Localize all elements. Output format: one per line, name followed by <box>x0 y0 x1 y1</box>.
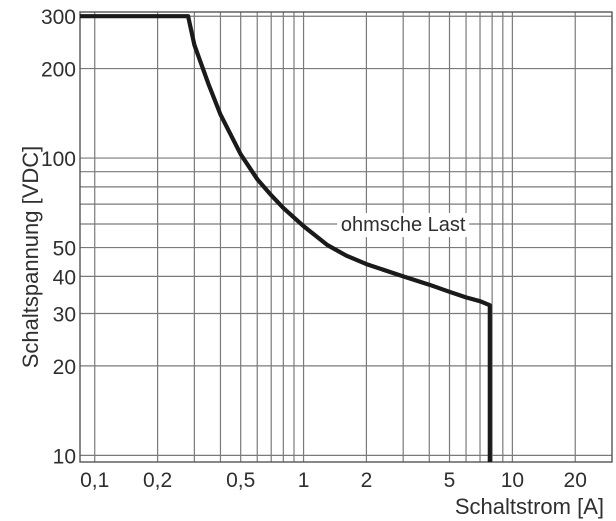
y-tick-labels: 10 20 30 40 50 100 200 300 <box>41 6 76 468</box>
x-axis-title: Schaltstrom [A] <box>455 494 604 519</box>
y-tick-label: 200 <box>41 59 76 82</box>
y-tick-label: 50 <box>53 238 76 261</box>
x-tick-label: 0,5 <box>226 469 255 492</box>
x-tick-label: 0,1 <box>80 469 109 492</box>
y-tick-label: 300 <box>41 6 76 29</box>
y-tick-label: 100 <box>41 148 76 171</box>
series-layer <box>80 14 492 462</box>
y-gridlines <box>80 15 612 456</box>
y-tick-label: 40 <box>53 266 76 289</box>
x-tick-label: 2 <box>361 469 373 492</box>
plot-frame <box>79 11 613 463</box>
y-tick-label: 10 <box>53 445 76 468</box>
x-tick-label: 5 <box>444 469 456 492</box>
curve-annotation: ohmsche Last <box>341 214 466 236</box>
y-tick-label: 20 <box>53 356 76 379</box>
annotation-background <box>337 213 470 238</box>
load-limit-curve <box>80 14 492 462</box>
x-tick-label: 0,2 <box>143 469 172 492</box>
y-tick-label: 30 <box>53 304 76 327</box>
y-axis-title: Schaltspannung [VDC] <box>18 146 43 369</box>
x-tick-label: 10 <box>501 469 524 492</box>
x-tick-label: 1 <box>298 469 310 492</box>
x-tick-labels: 0,1 0,2 0,5 1 2 5 10 20 <box>80 469 587 492</box>
x-tick-label: 20 <box>564 469 587 492</box>
